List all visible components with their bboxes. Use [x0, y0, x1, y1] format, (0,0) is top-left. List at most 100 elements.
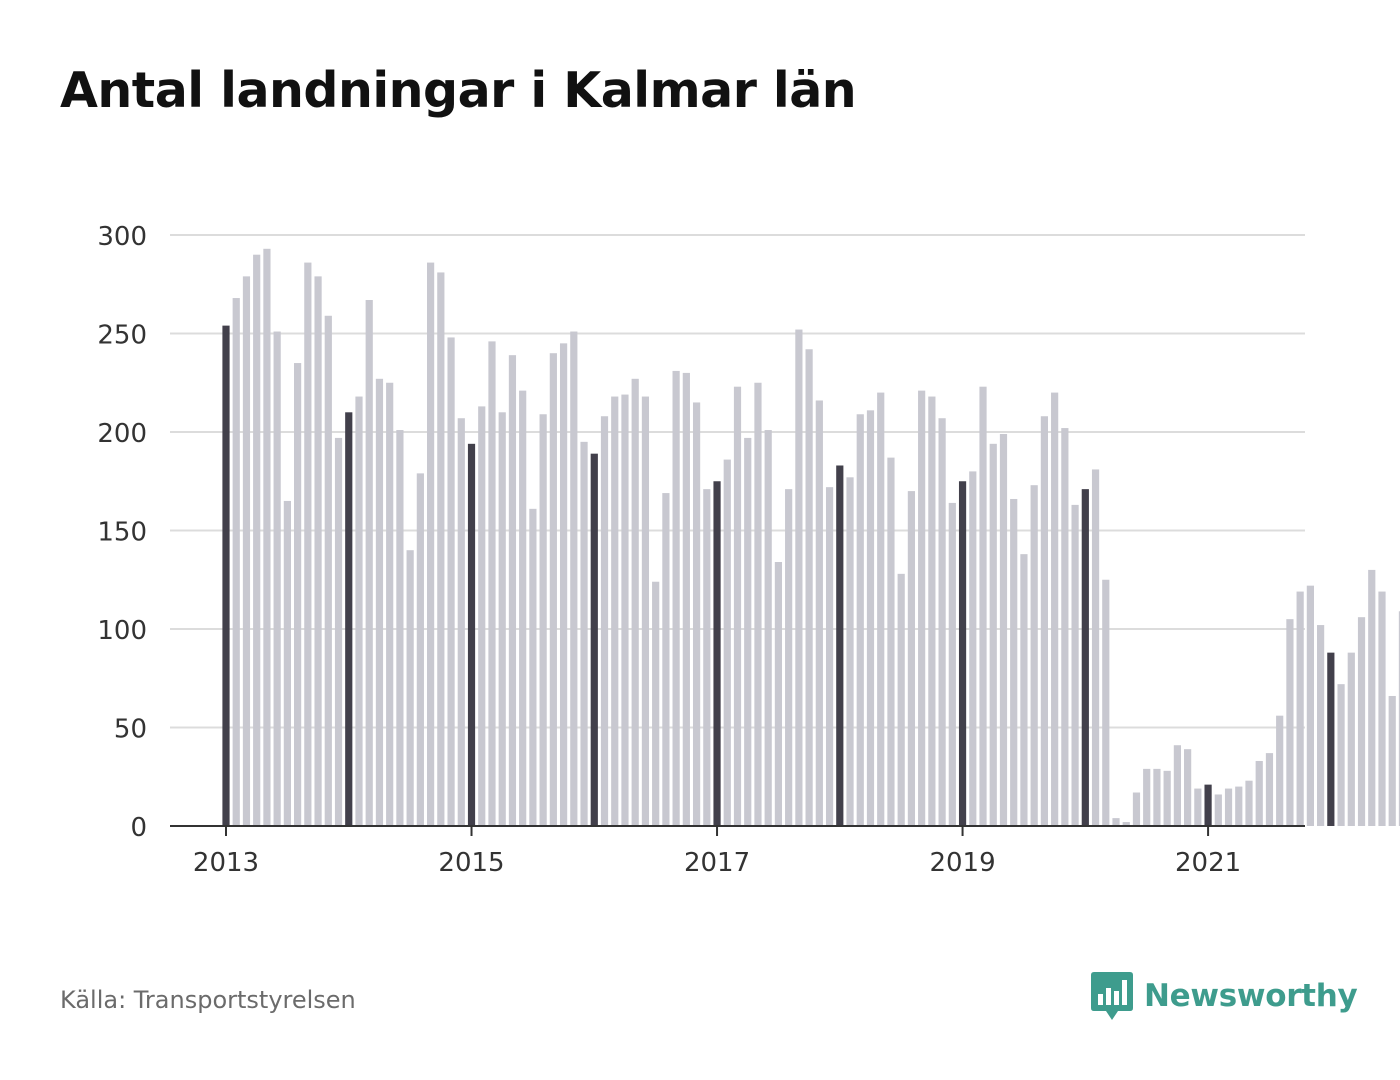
y-axis-tick-labels: 0 50 100 150 200 250 300 — [97, 222, 147, 843]
bar — [764, 430, 772, 826]
bar — [386, 382, 394, 826]
bar — [846, 477, 854, 826]
bar — [907, 491, 916, 826]
bar — [1347, 652, 1355, 826]
bar — [1173, 745, 1181, 826]
bar — [1071, 504, 1079, 826]
bar — [437, 272, 445, 826]
bar — [682, 372, 690, 826]
bar — [498, 412, 506, 826]
bar — [1276, 715, 1284, 826]
bar-january — [222, 325, 230, 826]
bar — [273, 331, 281, 826]
bar — [1296, 591, 1304, 826]
bar — [1132, 792, 1141, 826]
bar — [1194, 788, 1202, 826]
bar — [549, 353, 557, 826]
bar — [969, 471, 977, 826]
y-tick-label: 100 — [97, 616, 147, 646]
bar — [795, 329, 803, 826]
bar — [600, 416, 609, 826]
bar — [1378, 591, 1386, 826]
bar-january — [1327, 652, 1335, 826]
bar — [416, 473, 424, 826]
bar — [1224, 788, 1233, 826]
bar — [805, 349, 813, 826]
bar — [866, 410, 875, 826]
brand-logo-group: Newsworthy — [1090, 970, 1358, 1022]
bar — [365, 300, 373, 826]
bar-january — [836, 465, 844, 826]
chart-title: Antal landningar i Kalmar län — [60, 62, 857, 119]
bar — [529, 508, 537, 826]
newsworthy-bar-chart-icon — [1091, 972, 1133, 1020]
bar-january — [1081, 489, 1089, 826]
bar — [324, 315, 332, 826]
y-tick-label: 250 — [97, 321, 147, 351]
bar — [652, 581, 660, 826]
bar — [989, 443, 997, 826]
bar — [1235, 786, 1243, 826]
bar — [1265, 753, 1274, 826]
bar — [406, 550, 414, 826]
bar — [1398, 611, 1400, 826]
bar — [1184, 749, 1192, 826]
bar-january — [345, 412, 353, 826]
bar — [539, 414, 547, 826]
bar — [1030, 485, 1038, 826]
bar — [611, 396, 619, 826]
bars — [222, 248, 1400, 827]
bar-january — [590, 453, 598, 826]
bar — [488, 341, 496, 826]
bar — [1102, 579, 1110, 826]
bar — [478, 406, 486, 826]
bar — [427, 262, 435, 827]
bar — [938, 418, 946, 826]
bar — [1245, 780, 1253, 826]
bar — [232, 298, 240, 826]
brand-name: Newsworthy — [1144, 978, 1358, 1014]
bar — [897, 573, 905, 826]
bar — [1255, 760, 1263, 826]
bar — [744, 437, 752, 826]
bar — [294, 363, 302, 826]
bar — [621, 394, 629, 826]
bar — [1317, 625, 1325, 826]
bar — [355, 396, 363, 826]
bar — [979, 386, 987, 826]
bar — [662, 493, 670, 826]
y-tick-label: 200 — [97, 419, 147, 449]
bar — [887, 457, 895, 826]
bar — [1020, 554, 1028, 826]
x-tick-label: 2013 — [193, 848, 259, 878]
bar — [457, 418, 465, 826]
bar — [631, 378, 639, 826]
bar — [703, 489, 711, 826]
bar — [1091, 469, 1100, 826]
bar — [1122, 822, 1130, 826]
bar — [774, 562, 783, 826]
y-tick-label: 50 — [114, 715, 147, 745]
bar — [733, 386, 742, 826]
bar — [999, 433, 1008, 826]
bar — [815, 400, 823, 826]
x-tick-label: 2017 — [684, 848, 750, 878]
bar — [1337, 684, 1345, 826]
bar — [877, 392, 885, 826]
x-tick-label: 2015 — [438, 848, 504, 878]
bar — [283, 500, 291, 826]
bar — [1388, 695, 1396, 826]
bar-january — [467, 443, 476, 826]
bar — [754, 382, 762, 826]
bar-january — [1204, 784, 1212, 826]
bar — [641, 396, 650, 826]
bar — [447, 337, 455, 826]
bar — [253, 254, 261, 826]
bar — [1153, 768, 1161, 826]
bar — [1040, 416, 1048, 826]
bar — [508, 355, 517, 826]
bar — [672, 370, 680, 826]
bar-january — [713, 481, 721, 826]
bar — [1214, 794, 1222, 826]
